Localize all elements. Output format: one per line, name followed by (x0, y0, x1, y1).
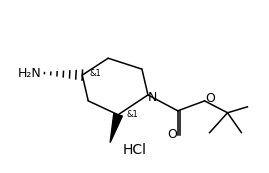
Text: O: O (167, 128, 177, 140)
Text: O: O (206, 92, 215, 105)
Text: H₂N: H₂N (18, 67, 41, 80)
Text: &1: &1 (126, 110, 138, 119)
Text: HCl: HCl (122, 143, 147, 157)
Text: &1: &1 (89, 69, 101, 78)
Text: N: N (148, 91, 158, 104)
Polygon shape (110, 113, 122, 143)
